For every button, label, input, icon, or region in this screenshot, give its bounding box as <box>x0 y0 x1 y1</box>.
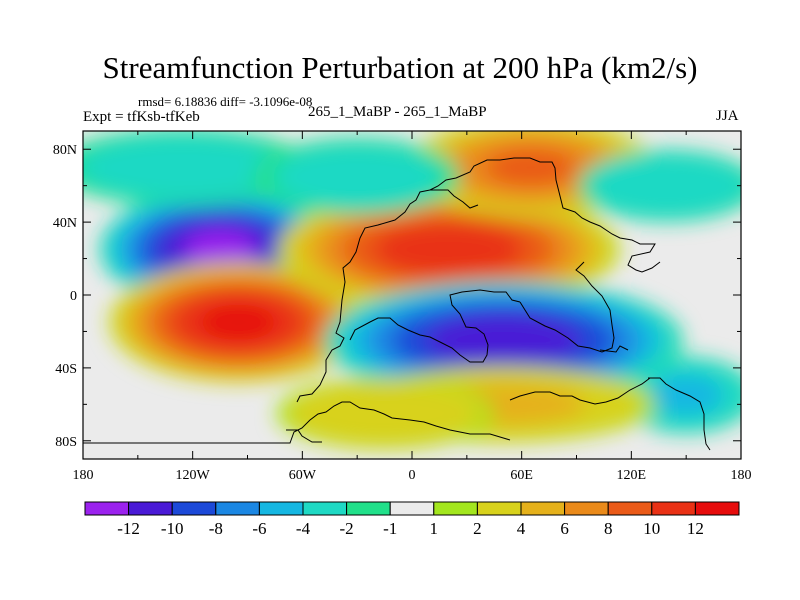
coastline-south-asia <box>519 261 615 353</box>
contour-level <box>651 179 685 193</box>
colorbar-label: 10 <box>643 519 660 538</box>
colorbar-label: 2 <box>473 519 482 538</box>
colorbar-label: 8 <box>604 519 613 538</box>
x-tick-label: 60E <box>510 468 533 483</box>
field-anomaly-4 <box>323 280 683 401</box>
contour-level <box>476 331 531 350</box>
colorbar-label: 1 <box>430 519 439 538</box>
contour-level <box>157 159 210 176</box>
coastline-outlines <box>83 157 711 451</box>
colorbar-label: 4 <box>517 519 526 538</box>
y-tick-label: 80N <box>53 143 77 158</box>
contour-level <box>365 407 404 420</box>
colorbar-swatch <box>302 501 348 516</box>
x-tick-label: 60W <box>289 468 317 483</box>
colorbar-swatch <box>564 501 609 516</box>
colorbar-swatch <box>84 501 130 516</box>
colorbar-swatch <box>346 501 391 516</box>
y-tick-label: 40S <box>55 362 77 377</box>
map-axes: 180 120W 60W 0 60E 120E 180 80N 40N 0 40S 80S <box>53 131 752 483</box>
coastline-africa <box>349 289 521 363</box>
field-anomaly-8 <box>577 149 741 222</box>
rmsd-label: rmsd= 6.18836 diff= -3.1096e-08 <box>138 94 313 109</box>
contour-level <box>201 240 239 259</box>
colorbar-label: -6 <box>252 519 266 538</box>
field-anomaly-11 <box>276 377 493 450</box>
field-anomaly-6 <box>83 131 313 207</box>
y-tick-label: 0 <box>70 289 77 304</box>
coastline-eurasia <box>429 157 661 273</box>
colorbar-swatch <box>607 501 653 516</box>
colorbar-label: -12 <box>117 519 140 538</box>
colorbar-label: -1 <box>383 519 397 538</box>
colorbar: -12 -10 -8 -6 -4 -2 -1 1 2 4 6 8 10 12 <box>84 501 740 538</box>
x-tick-label: 180 <box>73 468 94 483</box>
colorbar-label: -2 <box>340 519 354 538</box>
coastline-australia <box>648 377 711 451</box>
colorbar-swatch <box>128 501 173 516</box>
colorbar-swatch <box>433 501 478 516</box>
chart-title: Streamfunction Perturbation at 200 hPa (… <box>102 50 698 85</box>
field-anomaly-2 <box>109 262 368 383</box>
field-anomaly-3 <box>277 189 620 310</box>
x-tick-label: 180 <box>731 468 752 483</box>
field-anomaly-7 <box>253 137 461 216</box>
colorbar-swatch <box>520 501 566 516</box>
contour-field <box>83 131 741 450</box>
coastline-antarctica <box>83 377 651 444</box>
colorbar-label: -8 <box>209 519 223 538</box>
colorbar-swatch <box>694 501 740 516</box>
colorbar-label: -4 <box>296 519 311 538</box>
case-label: 265_1_MaBP - 265_1_MaBP <box>308 104 487 120</box>
contour-level <box>422 240 475 259</box>
colorbar-label: -10 <box>161 519 184 538</box>
colorbar-swatch <box>258 501 304 516</box>
season-label: JJA <box>716 108 739 124</box>
contour-level <box>511 159 551 176</box>
y-tick-label: 80S <box>55 435 77 450</box>
contour-level <box>336 168 378 185</box>
colorbar-swatch <box>389 501 435 516</box>
x-tick-label: 0 <box>409 468 416 483</box>
y-tick-label: 40N <box>53 216 77 231</box>
coastline-americas <box>296 189 479 403</box>
experiment-label: Expt = tfKsb-tfKeb <box>83 109 200 125</box>
x-tick-label: 120W <box>176 468 211 483</box>
contour-level <box>218 313 258 332</box>
colorbar-swatch <box>651 501 696 516</box>
coastline-southern-islands <box>286 345 629 443</box>
colorbar-label: 6 <box>560 519 569 538</box>
colorbar-swatch <box>476 501 522 516</box>
x-tick-label: 120E <box>617 468 647 483</box>
colorbar-swatch <box>171 501 217 516</box>
colorbar-swatch <box>215 501 260 516</box>
colorbar-label: 12 <box>687 519 704 538</box>
